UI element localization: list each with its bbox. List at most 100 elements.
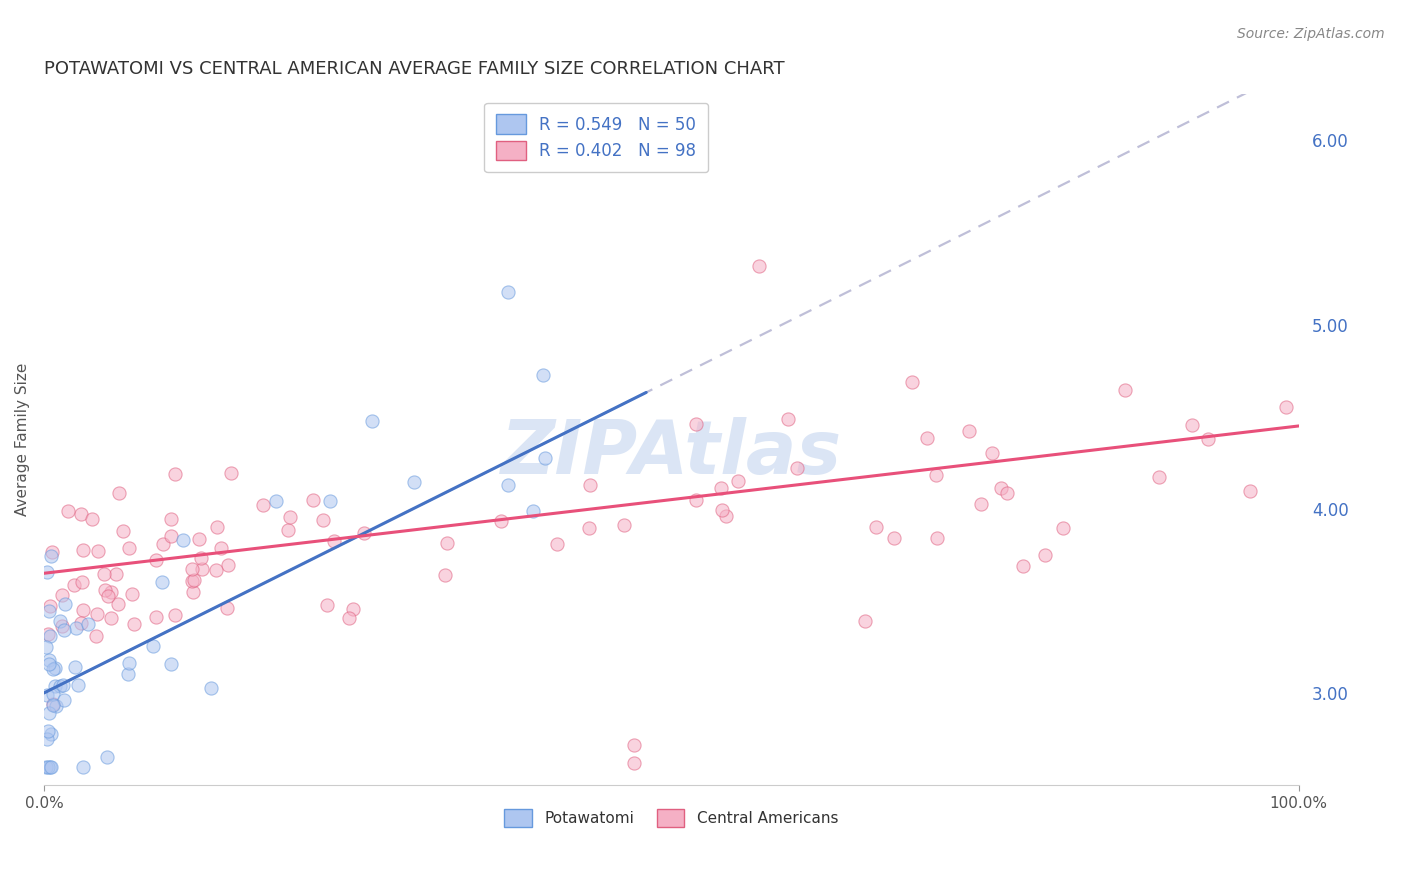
Text: ZIPAtlas: ZIPAtlas xyxy=(501,417,842,490)
Point xyxy=(318,493,340,508)
Point xyxy=(1012,558,1035,573)
Point xyxy=(100,585,122,599)
Point xyxy=(86,607,108,621)
Point xyxy=(77,617,100,632)
Point xyxy=(35,566,58,580)
Point xyxy=(39,760,62,774)
Point xyxy=(402,475,425,489)
Point xyxy=(277,524,299,538)
Point xyxy=(180,562,202,576)
Point xyxy=(209,541,232,555)
Point xyxy=(776,412,799,426)
Point xyxy=(883,531,905,545)
Point xyxy=(93,567,115,582)
Point xyxy=(152,536,174,550)
Point xyxy=(121,587,143,601)
Point xyxy=(531,368,554,382)
Point xyxy=(205,519,228,533)
Point xyxy=(38,706,60,720)
Point xyxy=(496,478,519,492)
Point xyxy=(72,543,94,558)
Point xyxy=(623,738,645,752)
Point xyxy=(1033,549,1056,563)
Point xyxy=(204,563,226,577)
Point xyxy=(215,601,238,615)
Point xyxy=(38,657,60,672)
Point xyxy=(38,629,60,643)
Point xyxy=(957,424,980,438)
Point xyxy=(685,417,707,431)
Point xyxy=(108,485,131,500)
Point xyxy=(727,474,749,488)
Point xyxy=(342,602,364,616)
Point xyxy=(66,678,89,692)
Point xyxy=(35,731,58,746)
Point xyxy=(613,517,636,532)
Point xyxy=(489,514,512,528)
Point xyxy=(52,623,75,637)
Point xyxy=(925,531,948,545)
Point xyxy=(981,445,1004,459)
Point xyxy=(160,529,183,543)
Point xyxy=(1052,521,1074,535)
Point xyxy=(97,589,120,603)
Point xyxy=(990,481,1012,495)
Point xyxy=(853,615,876,629)
Point xyxy=(522,504,544,518)
Point xyxy=(82,512,104,526)
Point xyxy=(45,699,67,714)
Point xyxy=(187,533,209,547)
Point xyxy=(534,450,557,465)
Point xyxy=(107,597,129,611)
Point xyxy=(160,512,183,526)
Point xyxy=(39,549,62,563)
Point xyxy=(42,662,65,676)
Point xyxy=(122,617,145,632)
Point xyxy=(34,760,56,774)
Point xyxy=(145,553,167,567)
Point xyxy=(200,681,222,695)
Point xyxy=(1197,432,1219,446)
Point xyxy=(70,507,93,521)
Point xyxy=(361,414,384,428)
Point xyxy=(70,575,93,590)
Point xyxy=(496,285,519,299)
Point xyxy=(44,679,66,693)
Point xyxy=(105,567,128,582)
Point xyxy=(37,760,59,774)
Point xyxy=(970,497,993,511)
Point xyxy=(436,536,458,550)
Point xyxy=(96,750,118,764)
Point xyxy=(434,567,457,582)
Point xyxy=(117,667,139,681)
Point xyxy=(1239,483,1261,498)
Point xyxy=(39,727,62,741)
Point xyxy=(323,533,346,548)
Point xyxy=(219,466,242,480)
Point xyxy=(252,498,274,512)
Point xyxy=(150,575,173,590)
Point xyxy=(38,604,60,618)
Point xyxy=(69,615,91,630)
Point xyxy=(925,468,948,483)
Point xyxy=(37,688,59,702)
Point xyxy=(786,460,808,475)
Legend: Potawatomi, Central Americans: Potawatomi, Central Americans xyxy=(498,803,844,833)
Point xyxy=(94,582,117,597)
Point xyxy=(41,544,63,558)
Point xyxy=(1147,470,1170,484)
Point xyxy=(42,687,65,701)
Point xyxy=(160,657,183,671)
Point xyxy=(1274,400,1296,414)
Point xyxy=(264,494,287,508)
Point xyxy=(311,513,333,527)
Point xyxy=(190,551,212,566)
Point xyxy=(37,627,59,641)
Text: POTAWATOMI VS CENTRAL AMERICAN AVERAGE FAMILY SIZE CORRELATION CHART: POTAWATOMI VS CENTRAL AMERICAN AVERAGE F… xyxy=(44,60,785,78)
Point xyxy=(49,614,72,628)
Point xyxy=(42,697,65,711)
Point xyxy=(716,508,738,523)
Point xyxy=(316,598,339,612)
Point xyxy=(710,502,733,516)
Point xyxy=(623,756,645,770)
